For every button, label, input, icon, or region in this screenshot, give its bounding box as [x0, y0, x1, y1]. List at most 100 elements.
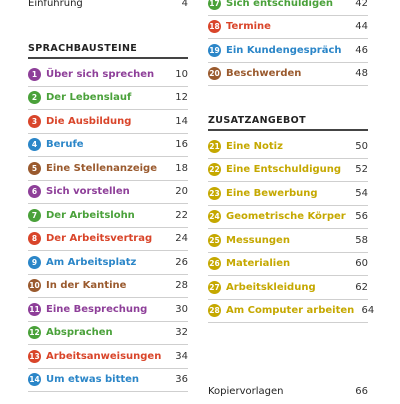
- chapter-number-badge: 24: [208, 210, 221, 224]
- toc-row[interactable]: 20 Beschwerden 48: [208, 63, 368, 86]
- chapter-number-badge: 3: [28, 114, 41, 128]
- toc-page: 18: [175, 162, 188, 174]
- toc-page: 56: [355, 211, 368, 223]
- toc-row[interactable]: 17 Sich entschuldigen 42: [208, 0, 368, 16]
- toc-row[interactable]: 27 Arbeitskleidung 62: [208, 276, 368, 300]
- toc-row[interactable]: 22 Eine Entschuldigung 52: [208, 159, 368, 182]
- toc-row[interactable]: 4 Berufe 16: [28, 134, 188, 157]
- toc-row[interactable]: 3 Die Ausbildung 14: [28, 110, 188, 134]
- toc-row[interactable]: 9 Am Arbeitsplatz 26: [28, 251, 188, 275]
- toc-row[interactable]: 2 Der Lebenslauf 12: [28, 87, 188, 110]
- toc-title: Beschwerden: [226, 68, 302, 80]
- chapter-number-badge: 23: [208, 186, 221, 200]
- chapter-number-badge: 27: [208, 280, 221, 294]
- toc-page: 24: [175, 233, 188, 245]
- toc-row[interactable]: 23 Eine Bewerbung 54: [208, 182, 368, 206]
- chapter-number-badge: 18: [208, 20, 221, 34]
- toc-row[interactable]: 19 Ein Kundengespräch 46: [208, 39, 368, 63]
- toc-row[interactable]: 18 Termine 44: [208, 16, 368, 39]
- toc-title: Kopiervorlagen: [208, 386, 284, 398]
- toc-page: 32: [175, 327, 188, 339]
- toc-page: 42: [355, 0, 368, 9]
- chapter-number-badge: 19: [208, 43, 221, 57]
- toc-title: Die Ausbildung: [46, 115, 132, 127]
- chapter-number-badge: 22: [208, 163, 221, 177]
- toc-row[interactable]: 6 Sich vorstellen 20: [28, 181, 188, 204]
- chapter-number-badge: 8: [28, 232, 41, 246]
- toc-page: 22: [175, 209, 188, 221]
- toc-row[interactable]: 21 Eine Notiz 50: [208, 135, 368, 159]
- chapter-number-badge: 9: [28, 255, 41, 269]
- chapter-number-badge: 2: [28, 91, 41, 105]
- chapter-number-badge: 1: [28, 67, 41, 81]
- toc-title: Um etwas bitten: [46, 374, 140, 386]
- chapter-number-badge: 17: [208, 0, 221, 10]
- toc-row[interactable]: 28 Am Computer arbeiten 64: [208, 300, 374, 323]
- toc-page: 28: [175, 280, 188, 292]
- chapter-number-badge: 11: [28, 302, 41, 316]
- toc-page: 50: [355, 140, 368, 152]
- chapter-number-badge: 12: [28, 326, 41, 340]
- toc-title: Der Arbeitslohn: [46, 209, 135, 221]
- chapter-number-badge: 4: [28, 138, 41, 152]
- toc-page: 16: [175, 139, 188, 151]
- toc-title: Eine Notiz: [226, 140, 283, 152]
- toc-row[interactable]: 10 In der Kantine 28: [28, 275, 188, 298]
- toc-title: Einführung: [28, 0, 83, 10]
- toc-row[interactable]: 1 Über sich sprechen 10: [28, 63, 188, 87]
- toc-title: Eine Entschuldigung: [226, 164, 342, 176]
- toc-title: Über sich sprechen: [46, 68, 155, 80]
- chapter-number-badge: 28: [208, 304, 221, 318]
- toc-title: Sich entschuldigen: [226, 0, 334, 9]
- toc-title: Berufe: [46, 139, 84, 151]
- toc-title: Eine Stellenanzeige: [46, 162, 158, 174]
- chapter-number-badge: 7: [28, 208, 41, 222]
- chapter-number-badge: 20: [208, 67, 221, 81]
- toc-page: 4: [181, 0, 188, 10]
- chapter-number-badge: 13: [28, 349, 41, 363]
- toc-row[interactable]: 12 Absprachen 32: [28, 322, 188, 345]
- toc-row-intro[interactable]: Einführung 4: [28, 0, 188, 16]
- section-heading-sprachbausteine: SPRACHBAUSTEINE: [28, 43, 188, 59]
- toc-page: 36: [175, 374, 188, 386]
- section-heading-zusatzangebot: ZUSATZANGEBOT: [208, 115, 368, 131]
- toc-page: 14: [175, 115, 188, 127]
- toc-title: Sich vorstellen: [46, 186, 130, 198]
- toc-row[interactable]: 24 Geometrische Körper 56: [208, 206, 368, 229]
- toc-row[interactable]: 25 Messungen 58: [208, 229, 368, 253]
- toc-title: Messungen: [226, 234, 290, 246]
- toc-title: Geometrische Körper: [226, 211, 346, 223]
- toc-page: 62: [355, 281, 368, 293]
- chapter-number-badge: 14: [28, 373, 41, 387]
- toc-page: 26: [175, 256, 188, 268]
- toc-row[interactable]: 26 Materialien 60: [208, 253, 368, 276]
- toc-page: 64: [361, 305, 375, 317]
- toc-title: Materialien: [226, 258, 291, 270]
- toc-page: 20: [175, 186, 188, 198]
- toc-page: 48: [355, 68, 368, 80]
- toc-row[interactable]: 11 Eine Besprechung 30: [28, 298, 188, 322]
- toc-page: 66: [355, 386, 368, 398]
- toc-page: 58: [355, 234, 368, 246]
- chapter-number-badge: 6: [28, 185, 41, 199]
- toc-page: 52: [355, 164, 368, 176]
- toc-row[interactable]: 5 Eine Stellenanzeige 18: [28, 157, 188, 181]
- toc-row[interactable]: 14 Um etwas bitten 36: [28, 369, 188, 392]
- toc-title: In der Kantine: [46, 280, 127, 292]
- toc-page: 30: [175, 303, 188, 315]
- chapter-number-badge: 21: [208, 139, 221, 153]
- toc-title: Termine: [226, 21, 271, 33]
- toc-title: Der Arbeitsvertrag: [46, 233, 153, 245]
- toc-title: Eine Bewerbung: [226, 187, 318, 199]
- toc-title: Arbeitskleidung: [226, 281, 316, 293]
- toc-title: Ein Kundengespräch: [226, 44, 342, 56]
- toc-title: Arbeitsanweisungen: [46, 350, 162, 362]
- chapter-number-badge: 25: [208, 233, 221, 247]
- toc-row-kopiervorlagen[interactable]: Kopiervorlagen 66: [208, 380, 368, 404]
- toc-title: Der Lebenslauf: [46, 92, 132, 104]
- toc-row[interactable]: 7 Der Arbeitslohn 22: [28, 204, 188, 228]
- toc-page: 10: [175, 68, 188, 80]
- toc-title: Eine Besprechung: [46, 303, 148, 315]
- toc-row[interactable]: 8 Der Arbeitsvertrag 24: [28, 228, 188, 251]
- toc-row[interactable]: 13 Arbeitsanweisungen 34: [28, 345, 188, 369]
